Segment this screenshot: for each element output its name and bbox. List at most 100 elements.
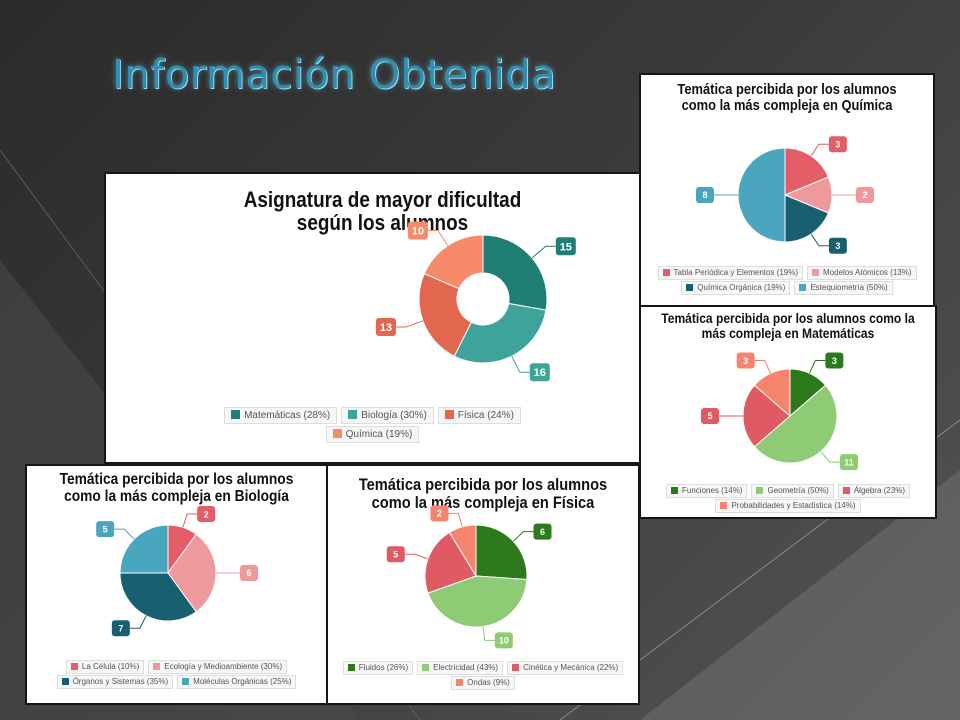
legend-swatch (842, 487, 850, 494)
legend-label: Química Orgánica (19%) (697, 283, 786, 292)
leader-line (482, 626, 495, 641)
legend-item: Química Orgánica (19%) (681, 281, 791, 295)
leader-line (810, 143, 829, 157)
chart-legend: Matemáticas (28%) Biología (30%) Física (2… (216, 406, 529, 444)
legend-item: Modelos Atómicos (13%) (807, 266, 917, 280)
leader-line (395, 320, 424, 328)
leader-line (448, 512, 463, 528)
value-label-box (197, 506, 216, 523)
legend-item: Electricidad (43%) (417, 661, 504, 675)
pie-slice-3 (418, 272, 473, 357)
chart-panel-fisica: Temática percibida por los alumnos como … (326, 464, 640, 705)
value-label: 6 (540, 527, 545, 537)
chart-title: Temática percibida por los alumnos como … (661, 310, 915, 341)
value-label-box (529, 363, 550, 382)
pie-slice-3 (119, 572, 197, 622)
legend-item: Biología (30%) (341, 407, 434, 424)
pie-chart: 3 11 5 3 (701, 352, 858, 471)
chart-title: Temática percibida por los alumnos como … (677, 81, 897, 114)
pie-slice-4 (753, 368, 791, 418)
legend-item: Ecología y Medioambiente (30%) (148, 660, 288, 674)
pie-slice-1 (784, 147, 830, 196)
legend-swatch (456, 679, 464, 686)
value-label-box (111, 620, 130, 637)
legend-label: Órganos y Sistemas (35%) (72, 677, 169, 686)
legend-swatch (153, 663, 161, 670)
pie-chart: 2 6 7 5 (96, 506, 258, 637)
legend-label: Química (19%) (345, 429, 413, 440)
legend-label: Electricidad (43%) (433, 663, 499, 672)
value-label-box (828, 136, 847, 153)
legend-label: Matemáticas (28%) (244, 410, 331, 421)
legend-label: Biología (30%) (361, 410, 427, 421)
pie-chart: 6 10 5 2 (386, 505, 552, 649)
chart-panel-biologia: Temática percibida por los alumnos como … (25, 464, 328, 705)
legend-swatch (662, 269, 670, 276)
legend-swatch (332, 429, 342, 438)
value-label: 10 (499, 636, 509, 646)
value-label: 7 (118, 623, 123, 633)
legend-item: La Célula (10%) (65, 660, 145, 674)
chart-panel-matematicas: Temática percibida por los alumnos como … (639, 305, 937, 519)
pie-chart: 3 2 3 8 (696, 136, 874, 254)
legend-item: Moléculas Orgánicas (25%) (177, 675, 297, 689)
chart-legend: La Célula (10%) Ecología y Medioambiente … (33, 659, 320, 689)
value-label: 5 (103, 524, 108, 534)
legend-item: Fluidos (26%) (342, 661, 414, 675)
value-label-box (375, 318, 396, 337)
donut-chart: 15 16 13 10 (375, 221, 576, 382)
legend-item: Órganos y Sistemas (35%) (56, 675, 174, 689)
pie-slice-1 (482, 234, 548, 311)
pie-slice-4 (423, 234, 484, 290)
legend-item: Cinética y Mecánica (22%) (507, 661, 624, 675)
leader-line (129, 615, 147, 629)
chart-legend: Fluidos (26%) Electricidad (43%) Cinética … (338, 660, 628, 690)
legend-item: Química (19%) (325, 426, 420, 443)
value-label-box (533, 523, 552, 540)
legend-swatch (686, 284, 694, 291)
value-label: 3 (835, 140, 840, 150)
value-label: 2 (204, 509, 209, 519)
value-label: 3 (835, 241, 840, 251)
pie-slice-2 (427, 575, 528, 628)
legend-label: Física (24%) (457, 410, 514, 421)
slide-title: Información Obtenida (112, 52, 557, 98)
legend-label: Estequiometría (50%) (810, 283, 888, 292)
legend-item: Matemáticas (28%) (224, 407, 338, 424)
value-label: 2 (437, 509, 442, 519)
value-label-box (494, 632, 513, 649)
legend-label: Moléculas Orgánicas (25%) (193, 677, 292, 686)
legend-label: Álgebra (23%) (853, 486, 905, 495)
legend-swatch (812, 269, 820, 276)
legend-swatch (348, 410, 358, 419)
value-label-box (828, 237, 847, 254)
chart-panel-quimica: Temática percibida por los alumnos como … (639, 73, 935, 307)
pie-slice-3 (742, 384, 791, 448)
value-label-box (96, 521, 115, 538)
legend-swatch (182, 678, 190, 685)
legend-label: Probabilidades y Estadística (14%) (731, 501, 856, 510)
legend-label: Ecología y Medioambiente (30%) (164, 662, 283, 671)
chart-legend: Funciones (14%) Geometría (50%) Álgebra (2… (647, 483, 929, 513)
leader-line (810, 233, 829, 247)
value-label: 16 (534, 367, 546, 379)
value-label: 6 (246, 568, 251, 578)
leader-line (511, 355, 530, 373)
value-label: 10 (412, 225, 424, 237)
legend-item: Estequiometría (50%) (794, 281, 893, 295)
legend-swatch (444, 410, 454, 419)
legend-swatch (756, 487, 764, 494)
chart-legend: Tabla Periódica y Elementos (19%) Modelos… (647, 265, 927, 295)
legend-swatch (70, 663, 78, 670)
chart-title: Temática percibida por los alumnos como … (358, 475, 608, 512)
value-label-box (555, 237, 576, 256)
leader-line (754, 360, 771, 374)
value-label: 15 (560, 241, 572, 253)
legend-item: Física (24%) (437, 407, 521, 424)
pie-slice-4 (737, 147, 786, 243)
leader-line (114, 528, 135, 540)
chart-panel-asignatura: Asignatura de mayor dificultad según los… (104, 172, 641, 464)
value-label: 11 (844, 457, 854, 467)
value-label-box (386, 546, 405, 563)
value-label-box (736, 352, 755, 369)
